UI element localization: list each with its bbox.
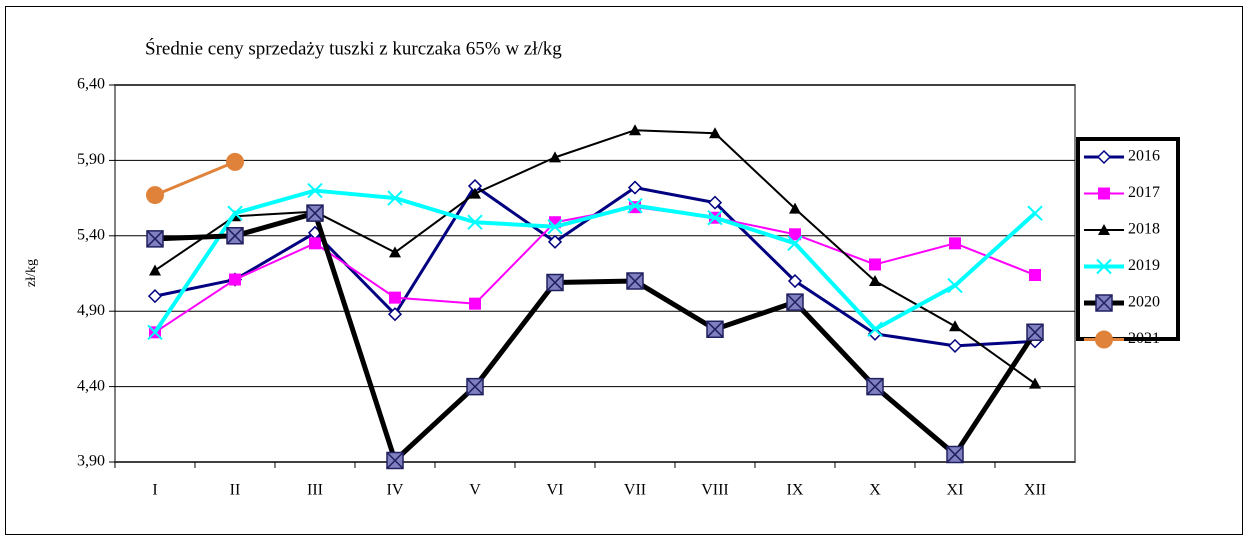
legend-label: 2018 (1128, 221, 1160, 238)
data-point (466, 377, 484, 396)
y-tick-label: 3,90 (77, 453, 105, 470)
y-axis-label: zł/kg (24, 259, 39, 287)
data-point (226, 152, 244, 171)
data-point (147, 324, 163, 341)
data-point (1027, 205, 1043, 221)
legend-box (1076, 137, 1180, 341)
data-point (869, 258, 881, 271)
data-point (549, 151, 561, 163)
data-point (786, 293, 804, 311)
data-point (949, 320, 961, 332)
data-point (787, 273, 803, 289)
data-point (706, 320, 724, 339)
x-tick-label: I (152, 482, 157, 499)
data-point (1029, 377, 1041, 389)
series-line (154, 160, 236, 197)
data-point (306, 204, 324, 222)
y-tick-label: 6,40 (77, 76, 105, 93)
x-tick-label: IV (387, 482, 404, 499)
data-point (387, 190, 403, 206)
data-point (949, 237, 961, 250)
x-tick-label: II (230, 482, 241, 499)
legend-marker (1098, 224, 1110, 235)
data-point (866, 377, 884, 396)
plot-area (114, 84, 1076, 463)
data-point (227, 205, 243, 221)
x-tick-label: XI (947, 482, 964, 499)
data-point (146, 186, 164, 205)
legend-label: 2016 (1128, 148, 1160, 165)
data-point (469, 297, 481, 310)
data-point (467, 214, 483, 230)
data-point (707, 195, 723, 210)
data-point (947, 338, 963, 353)
x-tick-label: III (307, 482, 323, 499)
data-point (389, 246, 401, 258)
data-point (1026, 323, 1044, 342)
data-point (307, 182, 323, 199)
data-point (547, 234, 563, 249)
y-tick-label: 5,90 (77, 151, 105, 168)
data-point (627, 180, 643, 195)
data-point (627, 197, 643, 214)
data-point (789, 202, 801, 214)
data-point (626, 272, 644, 290)
data-point (789, 228, 801, 241)
data-point (867, 326, 883, 341)
legend-label: 2020 (1128, 294, 1160, 311)
data-point (787, 235, 803, 252)
x-tick-label: VIII (701, 482, 729, 499)
x-tick-label: VII (624, 482, 646, 499)
data-point (869, 275, 881, 287)
series-line (154, 129, 1036, 385)
data-point (546, 273, 564, 292)
data-point (229, 273, 241, 286)
data-point (469, 187, 481, 199)
chart-title: Średnie ceny sprzedaży tuszki z kurczaka… (145, 37, 562, 59)
data-point (947, 277, 963, 294)
x-tick-label: V (469, 482, 481, 499)
x-tick-label: IX (787, 482, 804, 499)
series-line (154, 210, 1038, 463)
data-point (946, 445, 964, 464)
legend-marker (1095, 294, 1113, 312)
data-point (226, 227, 244, 245)
data-point (709, 127, 721, 139)
y-tick-label: 4,40 (77, 377, 105, 394)
data-point (387, 307, 403, 322)
legend-marker (1096, 258, 1112, 275)
series-line (153, 188, 1037, 334)
legend-label: 2017 (1128, 184, 1160, 201)
legend-label: 2019 (1128, 257, 1160, 274)
data-point (389, 291, 401, 304)
data-point (547, 219, 563, 235)
legend-label: 2021 (1128, 330, 1160, 347)
legend-marker (1098, 187, 1110, 200)
y-tick-label: 5,40 (77, 226, 105, 243)
x-tick-label: X (869, 482, 881, 499)
data-point (386, 451, 404, 470)
legend-marker (1095, 330, 1113, 349)
x-tick-label: VI (547, 482, 564, 499)
x-tick-label: XII (1024, 482, 1046, 499)
data-point (707, 209, 723, 226)
data-point (867, 321, 883, 338)
legend-marker (1096, 149, 1112, 165)
y-tick-label: 4,90 (77, 302, 105, 319)
data-point (147, 289, 163, 304)
data-point (1029, 269, 1041, 282)
data-point (309, 237, 321, 250)
data-point (629, 124, 641, 136)
data-point (146, 230, 164, 248)
data-point (149, 264, 161, 276)
